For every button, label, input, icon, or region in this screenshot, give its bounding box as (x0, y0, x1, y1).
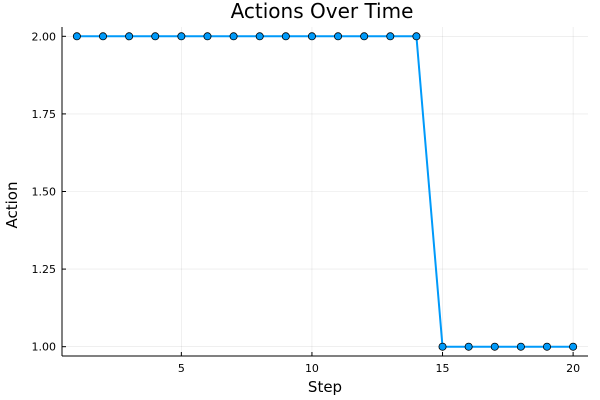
data-point (177, 32, 186, 41)
x-tick-labels: 5 10 15 20 (178, 362, 580, 375)
data-point (490, 342, 499, 351)
x-tick-label: 10 (305, 362, 319, 375)
data-points (72, 32, 578, 351)
series-line (76, 35, 574, 348)
data-point (516, 342, 525, 351)
data-point (203, 32, 212, 41)
data-point (125, 32, 134, 41)
y-tick-labels: 1.00 1.25 1.50 1.75 2.00 (32, 30, 57, 353)
data-point (334, 32, 343, 41)
data-point (386, 32, 395, 41)
data-point (255, 32, 264, 41)
y-axis-label: Action (3, 182, 21, 229)
x-axis-label: Step (308, 378, 342, 396)
y-tick-label: 1.00 (32, 341, 57, 354)
series-line (76, 35, 574, 348)
data-point (229, 32, 238, 41)
data-point (281, 32, 290, 41)
data-point (412, 32, 421, 41)
axes (61, 27, 588, 357)
y-tick-label: 1.50 (32, 186, 57, 199)
data-point (438, 342, 447, 351)
data-point (569, 342, 578, 351)
data-point (99, 32, 108, 41)
data-point (542, 342, 551, 351)
data-point (151, 32, 160, 41)
y-tick-label: 1.25 (32, 263, 57, 276)
x-tick-label: 20 (566, 362, 580, 375)
chart-title: Actions Over Time (231, 0, 414, 23)
y-tick-label: 2.00 (32, 30, 57, 43)
data-point (72, 32, 81, 41)
x-tick-label: 5 (178, 362, 185, 375)
data-point (464, 342, 473, 351)
data-point (360, 32, 369, 41)
grid-lines (62, 27, 588, 356)
data-point (307, 32, 316, 41)
x-tick-label: 15 (436, 362, 450, 375)
y-tick-label: 1.75 (32, 108, 57, 121)
